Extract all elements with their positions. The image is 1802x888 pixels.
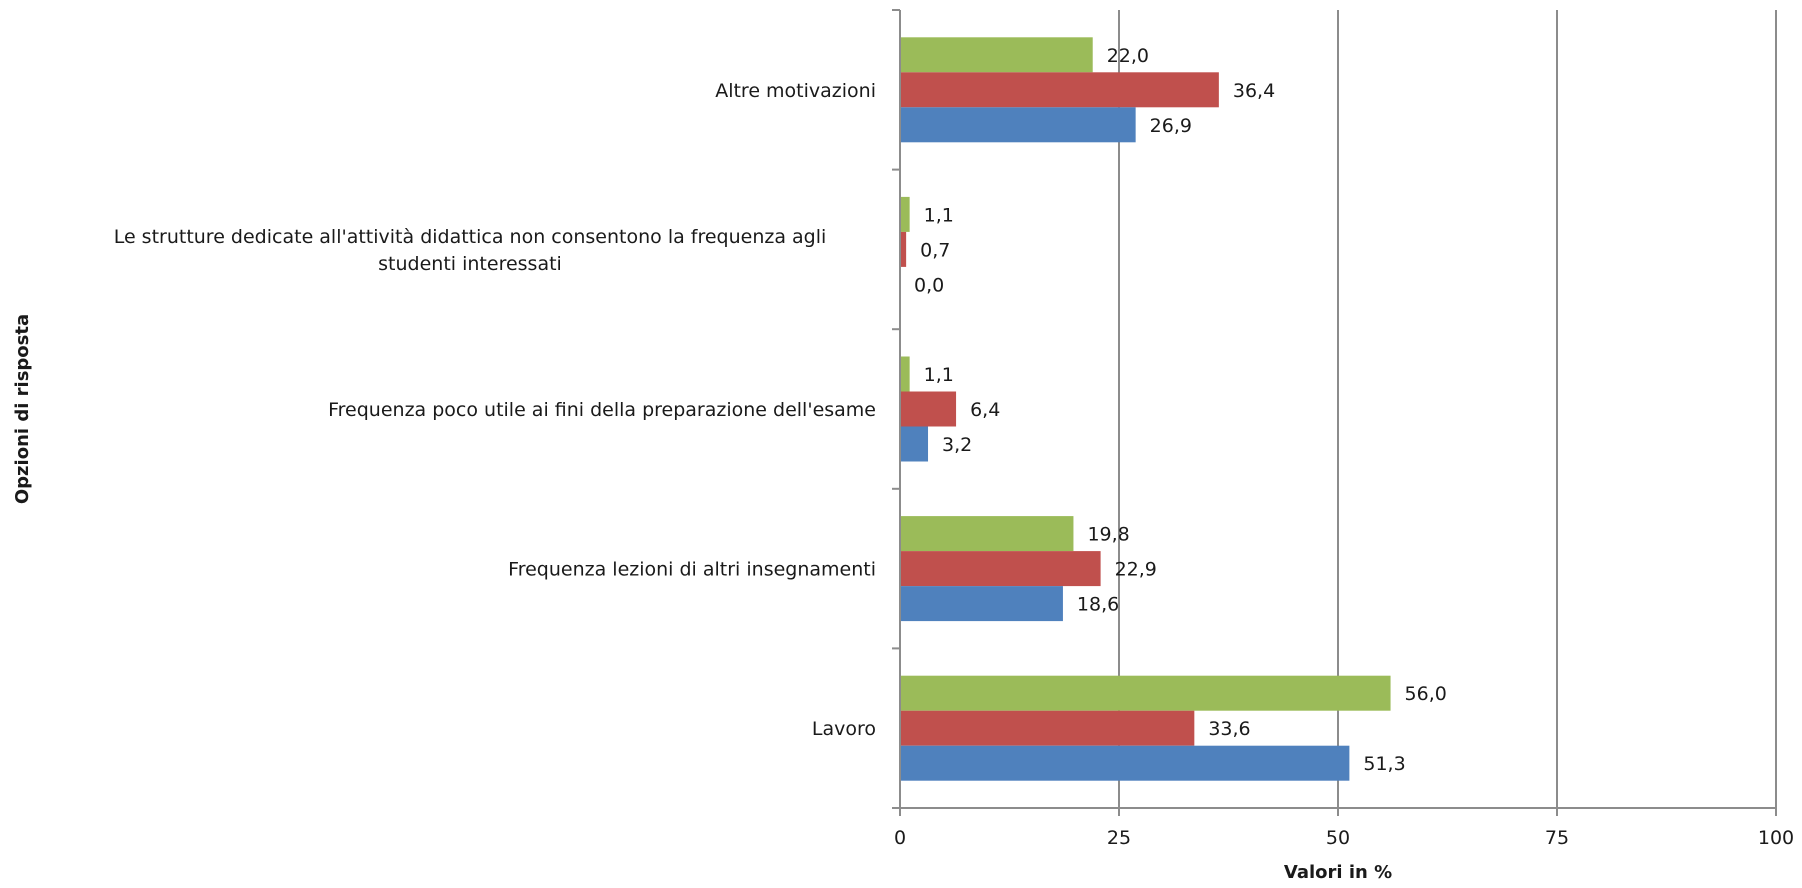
data-label: 1,1 bbox=[924, 364, 954, 386]
data-label: 0,0 bbox=[914, 274, 944, 296]
x-tick-label: 75 bbox=[1545, 827, 1569, 849]
x-tick-label: 25 bbox=[1107, 827, 1131, 849]
bar bbox=[900, 356, 910, 392]
data-label: 56,0 bbox=[1405, 683, 1447, 705]
bars bbox=[900, 37, 1391, 781]
data-label: 22,0 bbox=[1107, 45, 1149, 67]
axes bbox=[892, 9, 1777, 816]
category-label: Frequenza lezioni di altri insegnamenti bbox=[508, 559, 876, 581]
bar bbox=[900, 745, 1350, 781]
category-labels: Altre motivazioni Le strutture dedicate a… bbox=[114, 80, 876, 740]
bar bbox=[900, 391, 957, 427]
category-label: Altre motivazioni bbox=[715, 80, 876, 102]
data-label: 6,4 bbox=[970, 399, 1000, 421]
data-label: 0,7 bbox=[920, 239, 950, 261]
x-tick-label: 50 bbox=[1326, 827, 1350, 849]
data-label: 1,1 bbox=[924, 204, 954, 226]
x-axis-title: Valori in % bbox=[1284, 862, 1392, 883]
bar bbox=[900, 516, 1074, 552]
data-label: 18,6 bbox=[1077, 594, 1119, 616]
data-label: 3,2 bbox=[942, 434, 972, 456]
data-label: 33,6 bbox=[1208, 718, 1250, 740]
gridlines bbox=[1118, 10, 1777, 808]
data-label: 51,3 bbox=[1363, 753, 1405, 775]
x-tick-label: 0 bbox=[894, 827, 906, 849]
category-label: Le strutture dedicate all'attività didat… bbox=[114, 226, 827, 275]
bar bbox=[900, 107, 1136, 143]
data-label: 26,9 bbox=[1150, 115, 1192, 137]
x-tick-label: 100 bbox=[1758, 827, 1794, 849]
tick-labels: 0 25 50 75 100 bbox=[894, 827, 1794, 849]
data-labels: 22,0 36,4 26,9 1,1 0,7 0,0 1,1 6,4 3,2 19,8 22,9 18… bbox=[914, 45, 1447, 775]
bar bbox=[900, 72, 1219, 108]
bar bbox=[900, 37, 1093, 73]
category-label: Lavoro bbox=[812, 718, 876, 740]
bar bbox=[900, 586, 1063, 622]
y-axis-title: Opzioni di risposta bbox=[12, 314, 33, 504]
category-label: Frequenza poco utile ai fini della prepa… bbox=[328, 399, 876, 421]
bar bbox=[900, 196, 910, 232]
data-label: 19,8 bbox=[1087, 524, 1129, 546]
bar bbox=[900, 426, 929, 462]
bar bbox=[900, 231, 907, 267]
bar bbox=[900, 675, 1391, 711]
bar bbox=[900, 551, 1101, 587]
data-label: 36,4 bbox=[1233, 80, 1275, 102]
bar bbox=[900, 710, 1195, 746]
data-label: 22,9 bbox=[1115, 559, 1157, 581]
